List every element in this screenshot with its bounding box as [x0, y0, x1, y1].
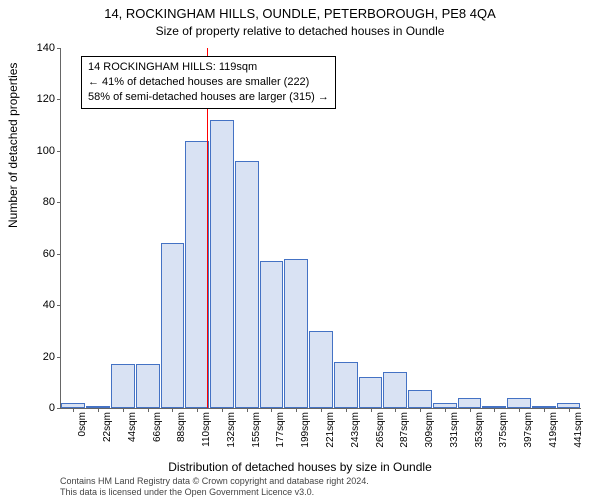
x-tick-mark	[371, 408, 372, 412]
x-tick-label: 177sqm	[275, 412, 286, 448]
bar	[309, 331, 333, 408]
y-tick-label: 140	[25, 42, 61, 54]
x-tick-label: 397sqm	[523, 412, 534, 448]
x-tick-label: 419sqm	[548, 412, 559, 448]
y-tick-mark	[57, 151, 61, 152]
copyright-line-1: Contains HM Land Registry data © Crown c…	[60, 476, 369, 487]
y-tick-mark	[57, 202, 61, 203]
info-line-3: 58% of semi-detached houses are larger (…	[88, 90, 329, 105]
x-tick-label: 287sqm	[399, 412, 410, 448]
x-tick-mark	[395, 408, 396, 412]
x-tick-mark	[346, 408, 347, 412]
info-box: 14 ROCKINGHAM HILLS: 119sqm← 41% of deta…	[81, 56, 336, 109]
x-tick-mark	[73, 408, 74, 412]
y-tick-mark	[57, 99, 61, 100]
x-tick-label: 221sqm	[325, 412, 336, 448]
bar	[235, 161, 259, 408]
x-tick-mark	[148, 408, 149, 412]
bar	[458, 398, 482, 408]
x-tick-label: 243sqm	[350, 412, 361, 448]
x-tick-label: 199sqm	[300, 412, 311, 448]
x-tick-label: 309sqm	[424, 412, 435, 448]
y-tick-mark	[57, 357, 61, 358]
x-tick-mark	[321, 408, 322, 412]
y-tick-label: 60	[25, 248, 61, 260]
bar	[111, 364, 135, 408]
x-tick-label: 110sqm	[201, 412, 212, 447]
y-tick-label: 80	[25, 196, 61, 208]
bar	[210, 120, 234, 408]
x-tick-mark	[296, 408, 297, 412]
y-tick-label: 20	[25, 351, 61, 363]
bar	[383, 372, 407, 408]
x-tick-mark	[197, 408, 198, 412]
y-tick-label: 0	[25, 402, 61, 414]
bar	[359, 377, 383, 408]
x-tick-mark	[172, 408, 173, 412]
x-tick-mark	[519, 408, 520, 412]
x-tick-label: 66sqm	[152, 412, 163, 442]
y-axis-label: Number of detached properties	[6, 63, 20, 228]
y-tick-mark	[57, 408, 61, 409]
x-tick-mark	[247, 408, 248, 412]
x-axis-label: Distribution of detached houses by size …	[0, 460, 600, 474]
bar	[284, 259, 308, 408]
x-tick-mark	[544, 408, 545, 412]
copyright-line-2: This data is licensed under the Open Gov…	[60, 487, 369, 498]
x-tick-mark	[445, 408, 446, 412]
y-tick-mark	[57, 48, 61, 49]
x-tick-mark	[494, 408, 495, 412]
x-tick-label: 331sqm	[449, 412, 460, 448]
x-tick-label: 441sqm	[573, 412, 584, 448]
copyright-text: Contains HM Land Registry data © Crown c…	[60, 476, 369, 498]
x-tick-label: 375sqm	[498, 412, 509, 448]
x-tick-mark	[98, 408, 99, 412]
x-tick-mark	[569, 408, 570, 412]
bar	[185, 141, 209, 408]
bar	[408, 390, 432, 408]
chart-title-main: 14, ROCKINGHAM HILLS, OUNDLE, PETERBOROU…	[0, 6, 600, 21]
info-line-2: ← 41% of detached houses are smaller (22…	[88, 75, 329, 90]
x-tick-mark	[420, 408, 421, 412]
y-tick-mark	[57, 305, 61, 306]
x-tick-label: 132sqm	[226, 412, 237, 448]
x-tick-label: 0sqm	[77, 412, 88, 436]
bar	[136, 364, 160, 408]
bar	[161, 243, 185, 408]
x-tick-label: 265sqm	[375, 412, 386, 448]
x-tick-label: 22sqm	[102, 412, 113, 442]
y-tick-label: 100	[25, 145, 61, 157]
x-tick-mark	[123, 408, 124, 412]
plot-area: 0204060801001201400sqm22sqm44sqm66sqm88s…	[60, 48, 581, 409]
x-tick-mark	[222, 408, 223, 412]
y-tick-label: 120	[25, 93, 61, 105]
bar	[507, 398, 531, 408]
info-line-1: 14 ROCKINGHAM HILLS: 119sqm	[88, 60, 329, 75]
y-tick-mark	[57, 254, 61, 255]
y-tick-label: 40	[25, 299, 61, 311]
bar	[334, 362, 358, 408]
chart-container: 14, ROCKINGHAM HILLS, OUNDLE, PETERBOROU…	[0, 0, 600, 500]
x-tick-mark	[470, 408, 471, 412]
x-tick-label: 88sqm	[176, 412, 187, 442]
bar	[260, 261, 284, 408]
x-tick-label: 353sqm	[474, 412, 485, 448]
x-tick-label: 44sqm	[127, 412, 138, 442]
x-tick-label: 155sqm	[251, 412, 262, 448]
chart-title-sub: Size of property relative to detached ho…	[0, 24, 600, 38]
x-tick-mark	[271, 408, 272, 412]
